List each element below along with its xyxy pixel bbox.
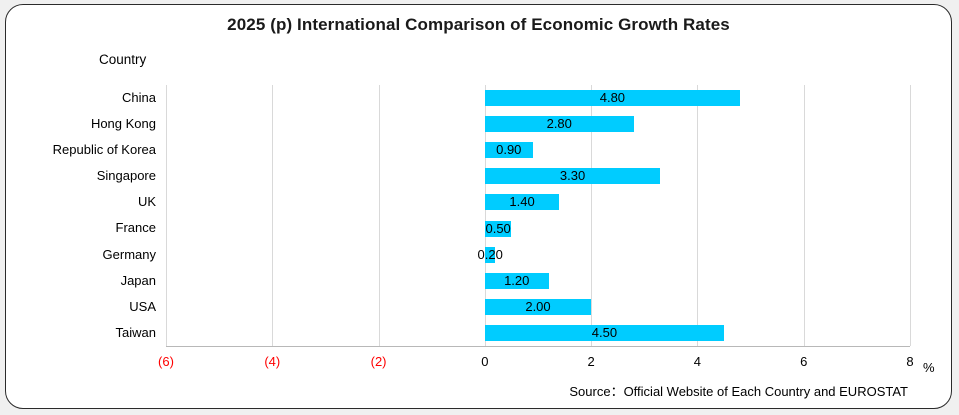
bar-value-label-germany: 0.20 [477,246,503,262]
category-label-republic-of-korea: Republic of Korea [52,142,156,158]
bar-germany [484,246,496,263]
gridline-n2n [378,85,380,346]
bar-value-label-singapore: 3.30 [559,168,586,184]
bar-republic-of-korea [484,142,533,159]
bar-uk [484,194,560,211]
category-label-uk: UK [137,194,156,210]
bar-france [484,220,512,237]
chart-title: 2025 (p) International Comparison of Eco… [227,15,730,34]
bar-hong-kong [484,116,634,133]
gridline-n4n [272,85,274,346]
x-tick-label-4: 4 [693,354,702,369]
category-label-germany: Germany [102,246,156,262]
x-tick-label-8: 8 [906,354,914,369]
bar-value-label-uk: 1.40 [509,194,535,210]
category-label-taiwan: Taiwan [115,324,156,340]
x-tick-label-6: 6 [800,354,808,369]
chart-card: 2025 (p) International Comparison of Eco… [5,4,952,409]
x-axis-unit-label: % [923,360,935,375]
bar-value-label-japan: 1.20 [504,272,530,288]
bar-taiwan [484,324,724,341]
gridline-n6n [166,85,167,346]
gridline-6 [803,85,805,346]
bar-japan [484,272,549,289]
x-tick-label-n2n: (2) [370,354,387,369]
bar-value-label-hong-kong: 2.80 [546,116,572,132]
category-label-china: China [122,90,156,105]
bar-value-label-republic-of-korea: 0.90 [496,142,522,158]
x-tick-label-2: 2 [587,354,595,369]
category-label-japan: Japan [120,272,156,288]
source-note: Source：Official Website of Each Country … [569,384,908,399]
category-label-france: France [115,220,156,236]
category-label-singapore: Singapore [96,168,156,184]
plot-area: 4.80 2.80 0.90 3.30 1.40 0.50 0.20 1.20 2.00 4.50 [166,85,911,347]
gridline-8 [910,85,911,346]
category-label-hong-kong: Hong Kong [90,116,156,132]
x-tick-label-n4n: (4) [264,354,281,369]
x-tick-label-0: 0 [481,354,489,369]
bar-singapore [484,168,661,185]
bar-usa [484,298,592,315]
category-label-column: China Hong Kong Republic of Korea Singapore… [6,85,156,346]
gridline-2 [591,85,593,346]
gridline-0 [484,85,486,346]
x-axis-tick-row: (6) (4) (2) 0 2 4 6 8 [158,354,914,370]
bar-value-label-usa: 2.00 [525,298,551,314]
bar-value-label-china: 4.80 [599,90,626,106]
bar-value-label-france: 0.50 [485,220,511,236]
y-axis-title: Country [99,52,147,67]
category-label-usa: USA [129,298,156,314]
bar-china [484,90,740,107]
bar-value-label-taiwan: 4.50 [591,324,618,340]
gridline-4 [697,85,699,346]
x-tick-label-n6n: (6) [158,354,174,369]
